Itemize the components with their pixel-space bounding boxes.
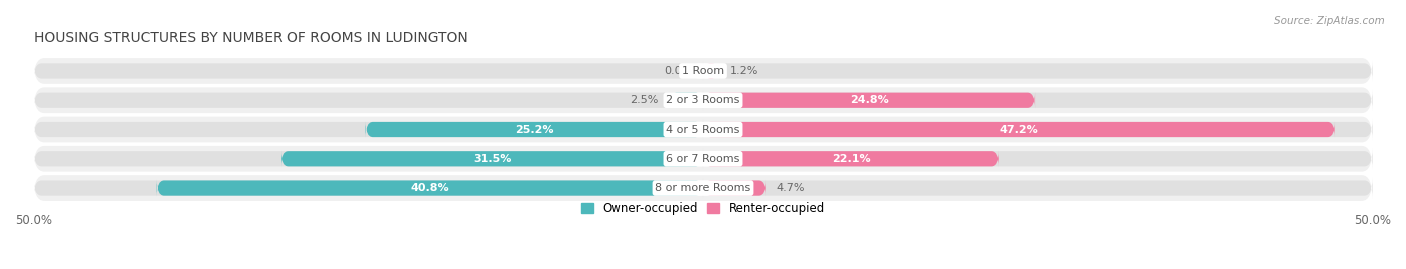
FancyBboxPatch shape (34, 87, 1372, 113)
FancyBboxPatch shape (703, 178, 1372, 198)
Text: 1.2%: 1.2% (730, 66, 758, 76)
FancyBboxPatch shape (703, 180, 766, 197)
Text: 6 or 7 Rooms: 6 or 7 Rooms (666, 154, 740, 164)
FancyBboxPatch shape (34, 175, 1372, 201)
Text: 2.5%: 2.5% (630, 95, 659, 105)
FancyBboxPatch shape (156, 180, 703, 197)
FancyBboxPatch shape (703, 121, 1336, 138)
Text: 47.2%: 47.2% (1000, 125, 1039, 134)
FancyBboxPatch shape (34, 178, 703, 198)
FancyBboxPatch shape (281, 150, 703, 167)
Text: 25.2%: 25.2% (515, 125, 554, 134)
FancyBboxPatch shape (703, 150, 998, 167)
FancyBboxPatch shape (366, 121, 703, 138)
FancyBboxPatch shape (703, 61, 1372, 81)
FancyBboxPatch shape (34, 58, 1372, 84)
Text: Source: ZipAtlas.com: Source: ZipAtlas.com (1274, 16, 1385, 26)
FancyBboxPatch shape (703, 92, 1035, 109)
FancyBboxPatch shape (669, 92, 703, 109)
Text: 22.1%: 22.1% (831, 154, 870, 164)
Text: HOUSING STRUCTURES BY NUMBER OF ROOMS IN LUDINGTON: HOUSING STRUCTURES BY NUMBER OF ROOMS IN… (34, 31, 467, 45)
Text: 8 or more Rooms: 8 or more Rooms (655, 183, 751, 193)
Text: 1 Room: 1 Room (682, 66, 724, 76)
FancyBboxPatch shape (34, 119, 703, 139)
FancyBboxPatch shape (703, 90, 1372, 110)
Text: 0.0%: 0.0% (664, 66, 692, 76)
Text: 31.5%: 31.5% (472, 154, 512, 164)
Legend: Owner-occupied, Renter-occupied: Owner-occupied, Renter-occupied (581, 202, 825, 215)
Text: 24.8%: 24.8% (849, 95, 889, 105)
FancyBboxPatch shape (34, 61, 703, 81)
FancyBboxPatch shape (703, 62, 718, 79)
FancyBboxPatch shape (703, 119, 1372, 139)
FancyBboxPatch shape (34, 90, 703, 110)
Text: 4 or 5 Rooms: 4 or 5 Rooms (666, 125, 740, 134)
FancyBboxPatch shape (34, 146, 1372, 172)
Text: 4.7%: 4.7% (776, 183, 806, 193)
FancyBboxPatch shape (34, 149, 703, 169)
Text: 40.8%: 40.8% (411, 183, 449, 193)
Text: 2 or 3 Rooms: 2 or 3 Rooms (666, 95, 740, 105)
FancyBboxPatch shape (703, 149, 1372, 169)
FancyBboxPatch shape (34, 117, 1372, 142)
